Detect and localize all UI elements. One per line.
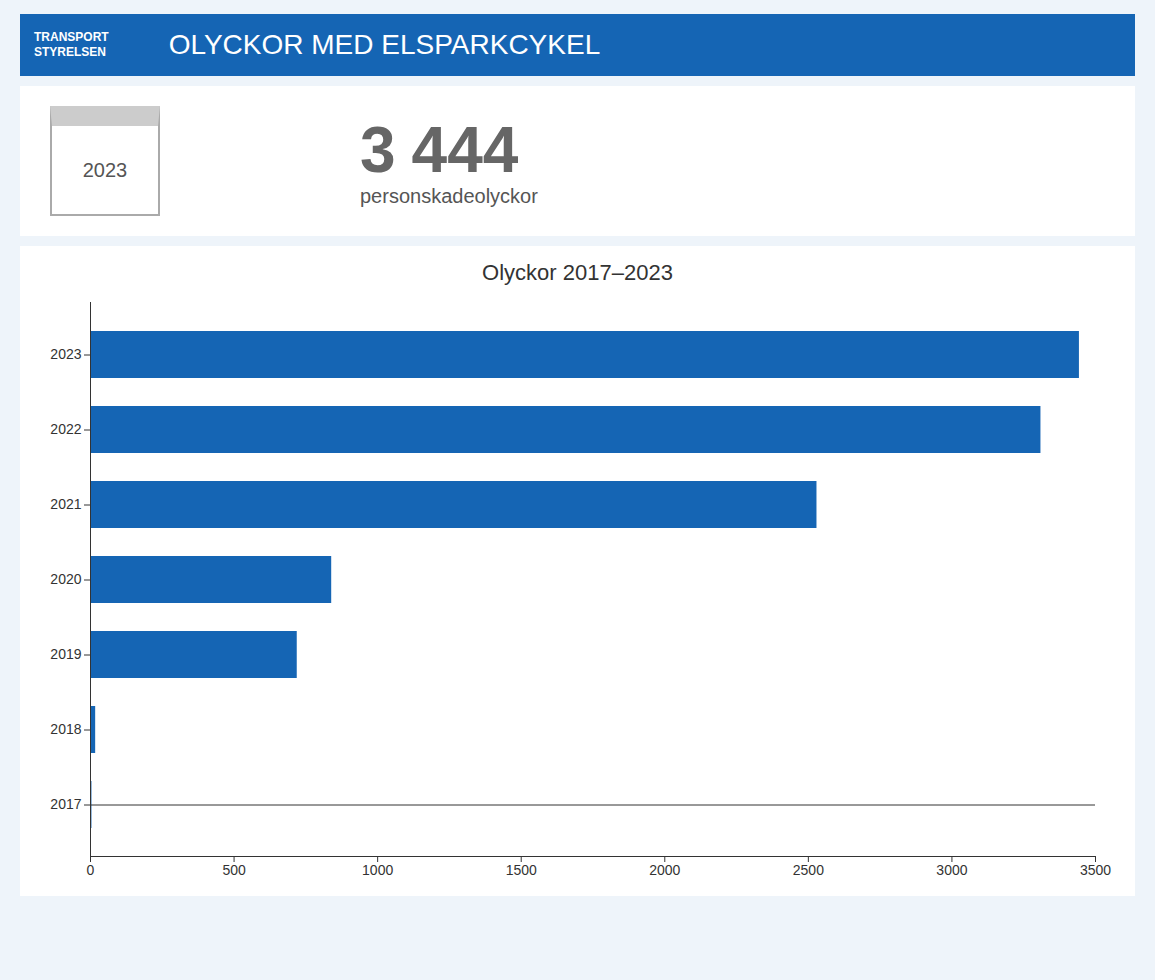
svg-text:3500: 3500 (1080, 862, 1111, 878)
svg-text:2021: 2021 (50, 496, 81, 512)
html-text:Olyckor 2017–2023: Olyckor 2017–2023 (482, 260, 673, 285)
html-text:2023: 2023 (82, 158, 128, 181)
svg-text:2019: 2019 (50, 646, 81, 662)
html-text:STYRELSEN: STYRELSEN (34, 45, 106, 59)
svg-text:1000: 1000 (362, 862, 393, 878)
html-text:OLYCKOR MED ELSPARKCYKEL: OLYCKOR MED ELSPARKCYKEL (168, 29, 601, 60)
html-text:TRANSPORT: TRANSPORT (34, 30, 109, 44)
svg-text:2500: 2500 (793, 862, 824, 878)
svg-text:2017: 2017 (50, 796, 81, 812)
html-text:3 444: 3 444 (360, 113, 519, 186)
svg-text:0: 0 (87, 862, 95, 878)
svg-text:500: 500 (222, 862, 246, 878)
svg-text:2000: 2000 (649, 862, 680, 878)
svg-text:2018: 2018 (50, 721, 81, 737)
svg-text:1500: 1500 (506, 862, 537, 878)
html-text:personskadeolyckor: personskadeolyckor (360, 184, 538, 207)
svg-text:2023: 2023 (50, 346, 81, 362)
svg-text:2020: 2020 (50, 571, 81, 587)
svg-text:2022: 2022 (50, 421, 81, 437)
svg-text:3000: 3000 (936, 862, 967, 878)
